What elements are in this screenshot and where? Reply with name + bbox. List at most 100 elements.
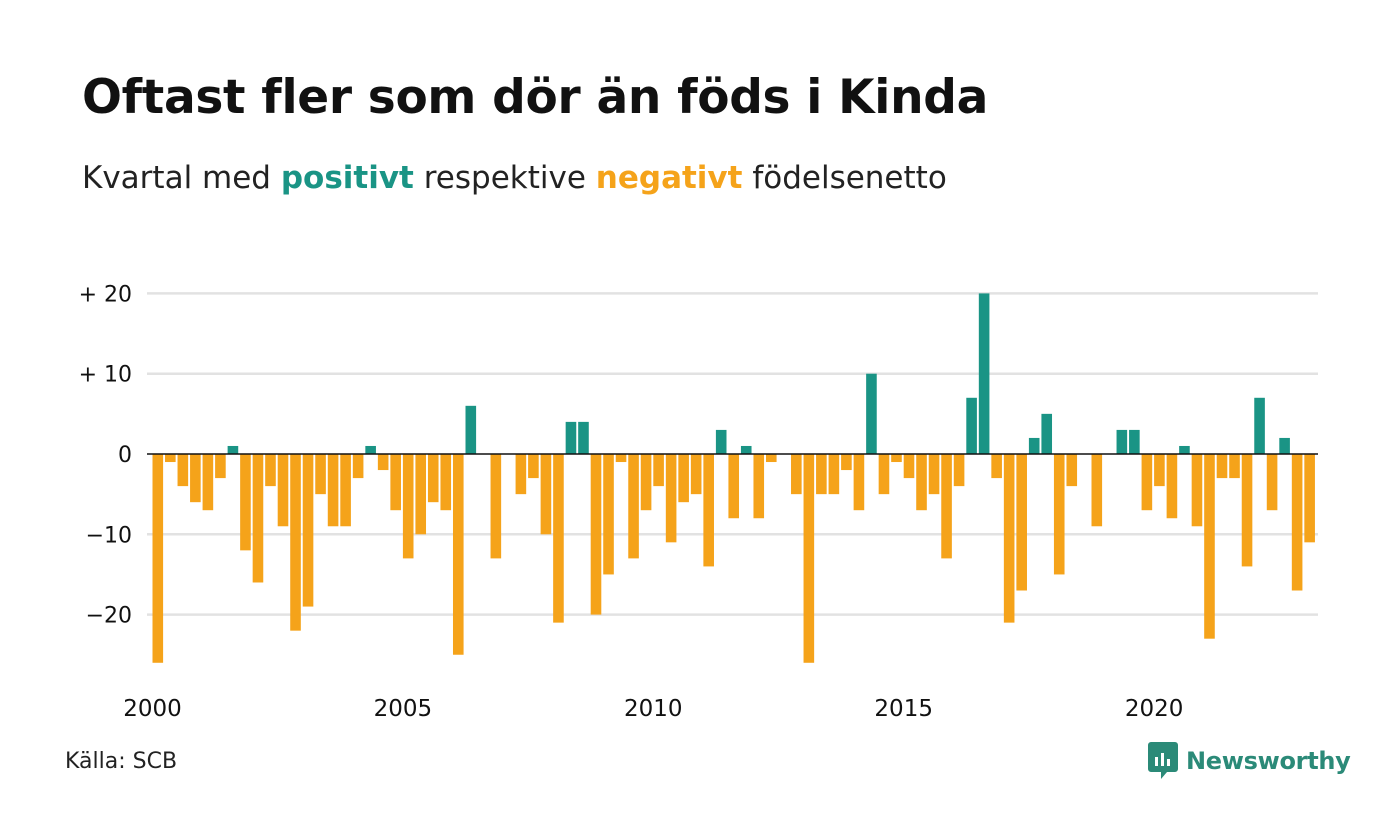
bar: [1116, 429, 1128, 454]
bar: [515, 454, 527, 495]
bar: [1154, 454, 1165, 487]
bar: [791, 454, 802, 495]
bar: [227, 445, 239, 454]
bar: [966, 397, 977, 454]
bars: [152, 293, 1315, 663]
bar: [803, 454, 815, 663]
bar: [928, 454, 940, 495]
x-tick-label: 2010: [624, 696, 683, 722]
bar: [565, 421, 577, 454]
bar: [177, 454, 189, 487]
bar: [728, 454, 740, 519]
bar: [1291, 454, 1303, 591]
bar: [715, 429, 727, 454]
bar: [1241, 454, 1253, 567]
bar: [578, 421, 589, 454]
bar: [590, 454, 602, 615]
bar: [352, 454, 364, 479]
bar: [302, 454, 314, 607]
bar: [678, 454, 689, 503]
bar: [252, 454, 264, 583]
bar: [690, 454, 702, 495]
x-axis-ticks: 2000 2005 2010 2015 2020: [123, 696, 1183, 722]
bar: [165, 454, 176, 463]
bar: [1179, 445, 1190, 454]
bar: [816, 454, 827, 495]
chart-subtitle: Kvartal med positivt respektive negativt…: [82, 160, 947, 196]
bar: [903, 454, 915, 479]
bar: [1028, 437, 1040, 454]
subtitle-prefix: Kvartal med: [82, 160, 281, 196]
bar: [978, 293, 990, 454]
subtitle-middle: respektive: [413, 160, 596, 196]
bar: [402, 454, 414, 559]
bar: [1141, 454, 1153, 511]
newsworthy-logo-icon: [1148, 742, 1178, 779]
bar: [528, 454, 539, 479]
bar: [603, 454, 614, 575]
y-axis-ticks: + 20 + 10 0 −10 −20: [79, 282, 132, 628]
bar: [1041, 413, 1053, 454]
bar: [891, 454, 902, 463]
bar: [753, 454, 765, 519]
bar: [1229, 454, 1240, 479]
chart-title: Oftast fler som dör än föds i Kinda: [82, 70, 989, 125]
bar: [152, 454, 164, 663]
bar: [878, 454, 890, 495]
bar: [265, 454, 276, 487]
bar: [315, 454, 326, 495]
bar: [740, 445, 752, 454]
bar: [390, 454, 401, 511]
bar: [327, 454, 339, 527]
bar: [1204, 454, 1215, 639]
subtitle-suffix: födelsenetto: [742, 160, 947, 196]
bar: [1166, 454, 1178, 519]
bar: [991, 454, 1002, 479]
bar: [1279, 437, 1290, 454]
bar: [490, 454, 502, 559]
y-tick-label: −20: [86, 604, 132, 629]
bar: [1016, 454, 1027, 591]
bar: [941, 454, 952, 559]
bar: [540, 454, 552, 535]
y-tick-label: + 10: [79, 363, 132, 388]
bar: [953, 454, 965, 487]
x-tick-label: 2015: [874, 696, 933, 722]
bar: [1191, 454, 1203, 527]
bar: [215, 454, 226, 479]
bar: [465, 405, 477, 454]
bar: [190, 454, 201, 503]
x-tick-label: 2005: [374, 696, 433, 722]
bar: [653, 454, 664, 487]
bar: [377, 454, 389, 471]
bar: [553, 454, 564, 623]
bar: [290, 454, 301, 631]
bar: [415, 454, 427, 535]
bar: [1254, 397, 1265, 454]
x-tick-label: 2020: [1125, 696, 1184, 722]
bar: [440, 454, 452, 511]
bar: [1266, 454, 1278, 511]
bar: [640, 454, 652, 511]
bar: [1216, 454, 1228, 479]
brand-logo: Newsworthy: [1148, 742, 1351, 780]
bar-chart: + 20 + 10 0 −10 −20 2000 2005 2010 2015 2020: [79, 282, 1318, 722]
bar: [615, 454, 627, 463]
bar: [1066, 454, 1078, 487]
bar: [828, 454, 840, 495]
bar: [452, 454, 464, 655]
y-tick-label: 0: [118, 443, 132, 468]
bar: [427, 454, 439, 503]
bar: [240, 454, 251, 551]
source-note: Källa: SCB: [65, 749, 178, 774]
bar: [628, 454, 639, 559]
y-tick-label: + 20: [79, 282, 132, 307]
bar: [665, 454, 677, 543]
bar: [277, 454, 289, 527]
brand-name: Newsworthy: [1186, 747, 1351, 775]
bar: [1053, 454, 1065, 575]
y-tick-label: −10: [86, 523, 132, 548]
bar: [1304, 454, 1315, 543]
bar: [916, 454, 927, 511]
bar: [765, 454, 777, 463]
